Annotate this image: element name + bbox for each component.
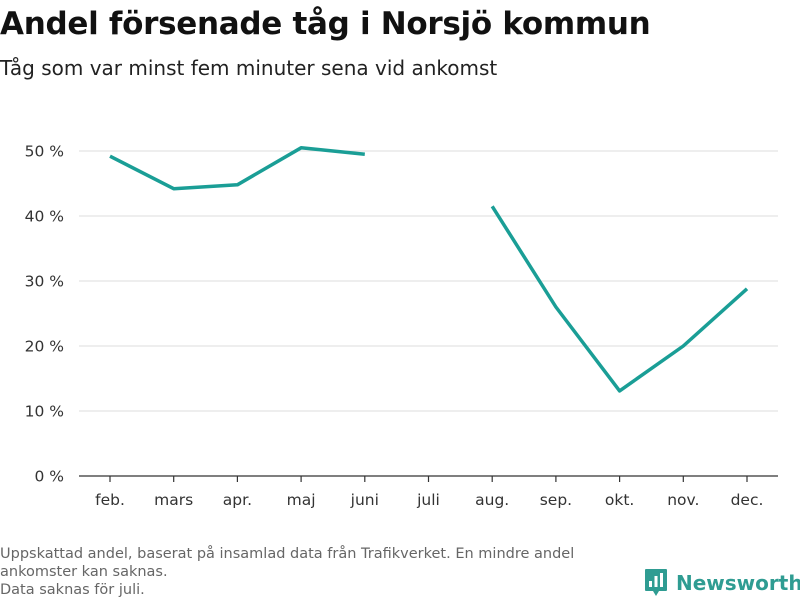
footnote-line-2: Data saknas för juli. [0, 582, 145, 598]
x-tick-label-10: dec. [731, 491, 764, 509]
x-tick-label-7: sep. [540, 491, 572, 509]
chart-title: Andel försenade tåg i Norsjö kommun [0, 6, 651, 42]
x-tick-label-1: mars [154, 491, 193, 509]
x-tick-label-0: feb. [95, 491, 125, 509]
newsworthy-logo-icon [645, 569, 667, 596]
y-tick-label-30: 30 % [25, 273, 64, 291]
x-tick-label-4: juni [350, 491, 379, 509]
x-tick-label-8: okt. [605, 491, 634, 509]
brand-name: Newsworthy [676, 571, 800, 595]
y-tick-label-50: 50 % [25, 143, 64, 161]
brand-logo: Newsworthy [644, 568, 800, 598]
series-line-0-segment-0 [109, 146, 365, 191]
series-line-0-segment-1 [490, 205, 749, 393]
x-tick-label-5: juli [416, 491, 440, 509]
axes: 0 % 10 % 20 % 30 % 40 % 50 % feb. mars apr. maj ju… [25, 143, 778, 509]
y-tick-label-40: 40 % [25, 208, 64, 226]
series [109, 146, 749, 393]
footnote: Uppskattad andel, baserat på insamlad da… [0, 545, 630, 599]
footnote-line-1: Uppskattad andel, baserat på insamlad da… [0, 546, 575, 580]
x-tick-label-9: nov. [667, 491, 699, 509]
y-tick-label-10: 10 % [25, 403, 64, 421]
y-tick-label-0: 0 % [34, 468, 64, 486]
x-tick-label-3: maj [287, 491, 316, 509]
chart-subtitle: Tåg som var minst fem minuter sena vid a… [0, 56, 498, 80]
gridlines [79, 150, 778, 412]
x-tick-label-6: aug. [475, 491, 509, 509]
x-tick-label-2: apr. [223, 491, 252, 509]
y-tick-label-20: 20 % [25, 338, 64, 356]
